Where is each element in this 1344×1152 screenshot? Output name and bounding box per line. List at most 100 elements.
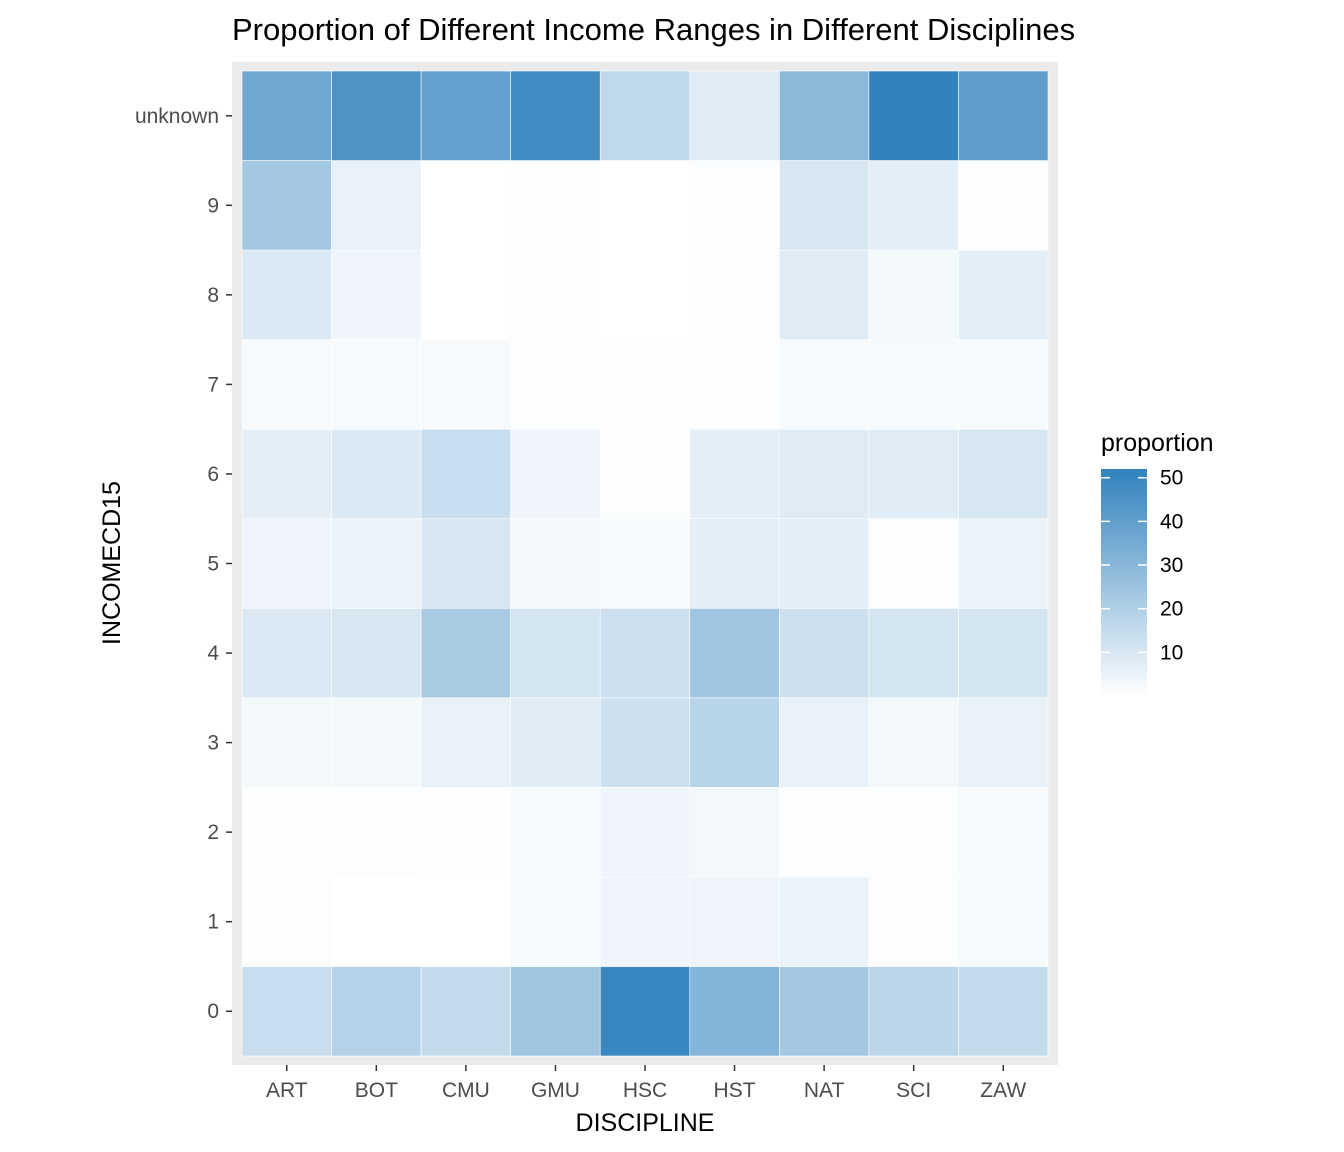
- heatmap-cell-cmu-8: [420, 249, 511, 340]
- heatmap-cell-sci-6: [868, 428, 959, 520]
- y-tick-label: 2: [207, 821, 219, 844]
- heatmap-cell-gmu-7: [510, 339, 601, 430]
- x-axis: ART BOT CMU GMU HSC HST NAT SCI ZAW: [266, 1065, 1026, 1102]
- x-tick-label: HST: [714, 1079, 756, 1102]
- heatmap-cell-bot-3: [331, 697, 422, 788]
- heatmap-cell-hsc-2: [599, 787, 691, 878]
- heatmap-cell-bot-9: [331, 160, 422, 251]
- heatmap-cell-zaw-0: [958, 966, 1049, 1057]
- heatmap-cell-hst-9: [689, 160, 780, 251]
- legend-label: 40: [1160, 510, 1183, 533]
- y-tick-label: 8: [207, 284, 219, 307]
- heatmap-cell-art-unknown: [241, 70, 332, 161]
- heatmap-cell-bot-5: [331, 518, 422, 609]
- heatmap-cell-art-1: [241, 876, 332, 967]
- y-tick-label: 5: [207, 553, 219, 576]
- heatmap-cell-art-4: [241, 607, 332, 699]
- x-tick-label: ZAW: [980, 1079, 1026, 1102]
- heatmap-cell-bot-6: [331, 428, 422, 520]
- heatmap-cell-art-5: [241, 518, 332, 609]
- heatmap-cell-hst-unknown: [689, 70, 780, 161]
- heatmap-cell-gmu-unknown: [510, 70, 601, 161]
- heatmap-cell-sci-8: [868, 249, 959, 340]
- heatmap-cell-art-7: [241, 339, 332, 430]
- heatmap-cell-zaw-9: [958, 160, 1049, 251]
- x-tick-label: SCI: [896, 1079, 931, 1102]
- heatmap-cell-hst-3: [689, 697, 780, 788]
- heatmap-cell-cmu-1: [420, 876, 511, 967]
- y-axis: 0 1 2 3 4 5 6 7 8 9 unknown: [135, 105, 232, 1023]
- heatmap-cell-nat-7: [779, 339, 870, 430]
- heatmap-cell-zaw-4: [958, 607, 1049, 699]
- heatmap-cell-nat-9: [779, 160, 870, 251]
- y-tick-label: 0: [207, 1000, 219, 1023]
- heatmap-cell-hst-6: [689, 428, 780, 520]
- heatmap-cell-sci-2: [868, 787, 959, 878]
- legend: proportion 10 20 30 40 50: [1101, 429, 1214, 696]
- heatmap-cell-bot-4: [331, 607, 422, 699]
- heatmap-cell-art-9: [241, 160, 332, 251]
- heatmap-cell-gmu-1: [510, 876, 601, 967]
- y-tick-label: 9: [207, 194, 219, 217]
- heatmap-cell-zaw-3: [958, 697, 1049, 788]
- heatmap-cell-nat-2: [779, 787, 870, 878]
- heatmap-cell-hsc-3: [599, 697, 691, 788]
- legend-colorbar: [1101, 469, 1147, 696]
- heatmap-cell-sci-unknown: [868, 70, 959, 161]
- heatmap-cell-zaw-6: [958, 428, 1049, 520]
- heatmap-cell-bot-unknown: [331, 70, 422, 161]
- heatmap-cell-hst-0: [689, 966, 780, 1057]
- x-tick-label: NAT: [804, 1079, 845, 1102]
- heatmap-cell-bot-8: [331, 249, 422, 340]
- x-tick-label: GMU: [531, 1079, 580, 1102]
- y-tick-label: 7: [207, 373, 219, 396]
- heatmap-cell-cmu-5: [420, 518, 511, 609]
- heatmap-cell-sci-7: [868, 339, 959, 430]
- heatmap-cell-bot-0: [331, 966, 422, 1057]
- heatmap-cell-gmu-8: [510, 249, 601, 340]
- heatmap-cell-hsc-8: [599, 249, 691, 340]
- x-tick-label: HSC: [623, 1079, 667, 1102]
- heatmap-cell-nat-6: [779, 428, 870, 520]
- heatmap-cell-nat-3: [779, 697, 870, 788]
- heatmap-cell-sci-3: [868, 697, 959, 788]
- chart-title: Proportion of Different Income Ranges in…: [232, 12, 1076, 47]
- heatmap-cell-cmu-2: [420, 787, 511, 878]
- heatmap-cell-sci-4: [868, 607, 959, 699]
- heatmap-cell-gmu-3: [510, 697, 601, 788]
- heatmap-cell-hsc-unknown: [599, 70, 691, 161]
- legend-label: 20: [1160, 598, 1183, 621]
- heatmap-cell-sci-0: [868, 966, 959, 1057]
- heatmap-cell-hsc-5: [599, 518, 691, 609]
- heatmap-cell-nat-8: [779, 249, 870, 340]
- heatmap-cell-bot-7: [331, 339, 422, 430]
- y-tick-label: 4: [207, 642, 219, 665]
- heatmap-cell-hsc-7: [599, 339, 691, 430]
- heatmap-cell-nat-4: [779, 607, 870, 699]
- heatmap-cell-hst-1: [689, 876, 780, 967]
- heatmap-cell-hsc-6: [599, 428, 691, 520]
- heatmap-cell-bot-2: [331, 787, 422, 878]
- heatmap-cell-hst-4: [689, 607, 780, 699]
- heatmap-cell-hst-7: [689, 339, 780, 430]
- x-tick-label: BOT: [355, 1079, 398, 1102]
- heatmap-cell-hsc-4: [599, 607, 691, 699]
- heatmap-cell-cmu-4: [420, 607, 511, 699]
- heatmap-cell-hst-5: [689, 518, 780, 609]
- heatmap-cell-gmu-6: [510, 428, 601, 520]
- heatmap-cell-cmu-9: [420, 160, 511, 251]
- heatmap-cell-gmu-5: [510, 518, 601, 609]
- heatmap-cell-sci-1: [868, 876, 959, 967]
- heatmap-cell-zaw-7: [958, 339, 1049, 430]
- heatmap-cell-art-8: [241, 249, 332, 340]
- heatmap-cell-gmu-4: [510, 607, 601, 699]
- y-tick-label: 3: [207, 732, 219, 755]
- heatmap-cell-zaw-1: [958, 876, 1049, 967]
- heatmap-cell-nat-5: [779, 518, 870, 609]
- legend-label: 50: [1160, 467, 1183, 490]
- heatmap-cell-art-2: [241, 787, 332, 878]
- heatmap-cell-sci-5: [868, 518, 959, 609]
- heatmap-cell-zaw-2: [958, 787, 1049, 878]
- heatmap-cell-cmu-6: [420, 428, 511, 520]
- legend-title: proportion: [1101, 429, 1214, 457]
